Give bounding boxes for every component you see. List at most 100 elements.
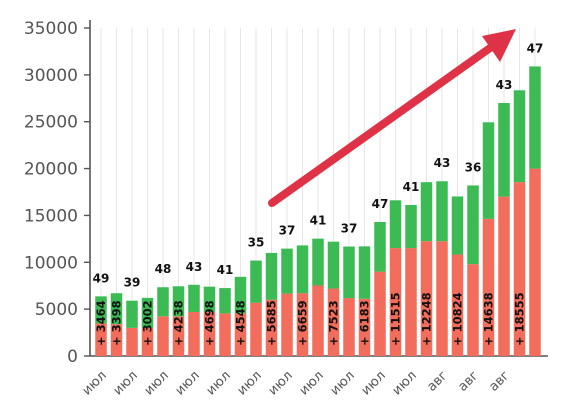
bar-lower-segment bbox=[296, 293, 309, 356]
bar-upper-segment bbox=[358, 246, 371, 299]
x-tick-label: авг bbox=[486, 368, 513, 395]
bar-lower-segment bbox=[188, 311, 200, 356]
bar-upper-segment bbox=[343, 246, 355, 299]
bar-value-label: + 4548 bbox=[234, 300, 248, 346]
y-tick-label: 10000 bbox=[24, 253, 78, 273]
x-tick-label: июл bbox=[142, 368, 172, 398]
bar-upper-segment bbox=[126, 300, 138, 328]
bar-upper-segment bbox=[529, 66, 541, 169]
bar-top-label: 37 bbox=[341, 222, 358, 236]
bar-lower-segment bbox=[250, 302, 262, 356]
y-tick-label: 5000 bbox=[35, 300, 78, 320]
bar-upper-segment bbox=[312, 238, 324, 286]
bar-value-label: + 3464 bbox=[94, 300, 108, 346]
bar-lower-segment bbox=[219, 313, 231, 356]
bar-top-label: 36 bbox=[465, 160, 482, 174]
bar-lower-segment bbox=[327, 288, 340, 356]
bar-lower-segment bbox=[95, 323, 107, 356]
bar-top-label: 41 bbox=[217, 263, 234, 277]
x-tick-label: июл bbox=[204, 368, 234, 398]
bar-lower-segment bbox=[141, 327, 154, 356]
bar-value-label: + 3398 bbox=[110, 300, 124, 346]
bar-upper-segment bbox=[420, 182, 433, 242]
x-tick-label: июл bbox=[80, 368, 110, 398]
x-tick-label: авг bbox=[455, 368, 482, 395]
x-tick-label: июл bbox=[359, 368, 389, 398]
bar-value-label: + 4698 bbox=[203, 300, 217, 346]
bar-upper-segment bbox=[405, 204, 417, 249]
bar-upper-segment bbox=[451, 196, 464, 255]
bar-lower-segment bbox=[343, 298, 355, 356]
bar-top-label: 39 bbox=[124, 276, 141, 290]
bar-upper-segment bbox=[141, 297, 154, 328]
bar-upper-segment bbox=[265, 252, 278, 300]
trend-arrow-head bbox=[482, 29, 516, 62]
bar-lower-segment bbox=[203, 311, 216, 356]
bar-upper-segment bbox=[513, 90, 526, 183]
bar-upper-segment bbox=[172, 286, 185, 317]
bar-lower-segment bbox=[420, 241, 433, 356]
bar-lower-segment bbox=[513, 182, 526, 356]
bar-upper-segment bbox=[482, 122, 495, 219]
bar-lower-segment bbox=[358, 298, 371, 356]
bar-top-label: 41 bbox=[310, 214, 327, 228]
bar-value-label: + 10824 bbox=[451, 292, 465, 346]
bar-value-label: + 14638 bbox=[482, 292, 496, 346]
bar-lower-segment bbox=[234, 313, 247, 356]
bar-lower-segment bbox=[498, 196, 510, 356]
bar-upper-segment bbox=[250, 260, 262, 303]
bar-lower-segment bbox=[265, 299, 278, 356]
bar-lower-segment bbox=[312, 285, 324, 356]
bar-upper-segment bbox=[389, 200, 402, 249]
bar-lower-segment bbox=[405, 248, 417, 356]
bar-lower-segment bbox=[482, 218, 495, 356]
x-tick-label: авг bbox=[424, 368, 451, 395]
bar-value-label: + 6659 bbox=[296, 300, 310, 346]
bar-value-label: + 5685 bbox=[265, 300, 279, 346]
bar-lower-segment bbox=[529, 168, 541, 356]
trend-arrow-shaft bbox=[268, 44, 494, 207]
bar-top-label: 43 bbox=[434, 156, 451, 170]
bar-lower-segment bbox=[467, 264, 479, 356]
bar-upper-segment bbox=[95, 296, 107, 324]
y-tick-label: 20000 bbox=[24, 160, 78, 180]
x-tick-label: июл bbox=[173, 368, 203, 398]
bar-upper-segment bbox=[110, 293, 123, 325]
bar-upper-segment bbox=[203, 286, 216, 312]
x-tick-label: июл bbox=[235, 368, 265, 398]
bar-top-label: 47 bbox=[527, 41, 544, 55]
bar-upper-segment bbox=[281, 248, 293, 294]
bar-lower-segment bbox=[281, 293, 293, 356]
bar-top-label: 35 bbox=[248, 236, 265, 250]
x-tick-label: июл bbox=[111, 368, 141, 398]
bar-top-label: 43 bbox=[496, 78, 513, 92]
bar-lower-segment bbox=[157, 316, 169, 356]
bar-lower-segment bbox=[172, 316, 185, 356]
bar-upper-segment bbox=[219, 288, 231, 314]
bar-value-label: + 18555 bbox=[513, 292, 527, 346]
bar-upper-segment bbox=[467, 185, 479, 265]
bar-top-label: 47 bbox=[372, 197, 389, 211]
x-tick-label: июл bbox=[266, 368, 296, 398]
bar-top-label: 49 bbox=[93, 271, 110, 285]
bar-upper-segment bbox=[234, 276, 247, 314]
y-tick-label: 25000 bbox=[24, 113, 78, 133]
bar-upper-segment bbox=[436, 181, 448, 242]
bar-upper-segment bbox=[327, 241, 340, 289]
bar-value-label: + 6183 bbox=[358, 300, 372, 346]
x-tick-label: июл bbox=[390, 368, 420, 398]
bar-upper-segment bbox=[296, 245, 309, 294]
y-tick-label: 35000 bbox=[24, 19, 78, 39]
y-tick-label: 0 bbox=[67, 347, 78, 367]
bar-top-label: 41 bbox=[403, 180, 420, 194]
bar-lower-segment bbox=[110, 324, 123, 356]
bar-upper-segment bbox=[374, 221, 386, 272]
bar-upper-segment bbox=[498, 102, 510, 197]
bar-lower-segment bbox=[451, 254, 464, 356]
bar-top-label: 48 bbox=[155, 262, 172, 276]
bar-value-label: + 4238 bbox=[172, 300, 186, 346]
bar-upper-segment bbox=[188, 284, 200, 312]
bar-lower-segment bbox=[389, 248, 402, 356]
